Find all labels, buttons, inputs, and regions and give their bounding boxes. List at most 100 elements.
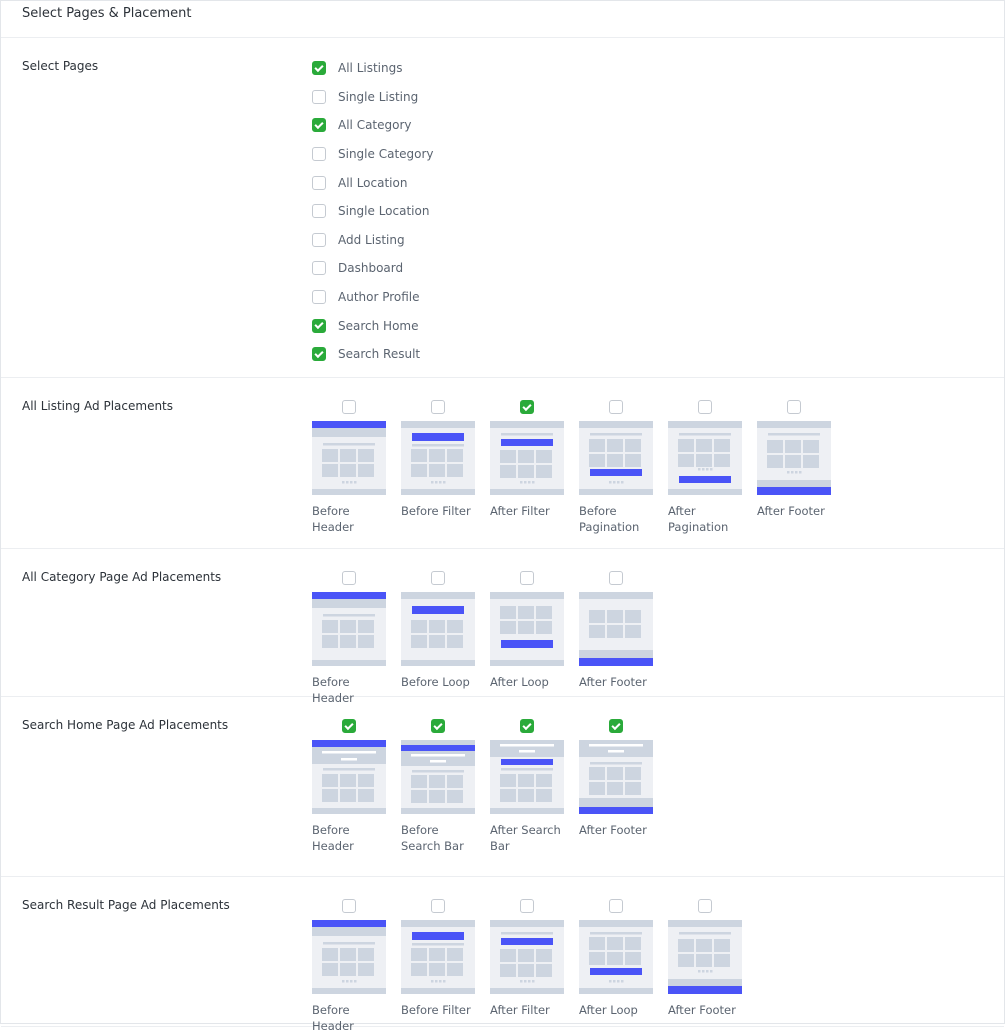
page-option[interactable]: All Category bbox=[312, 111, 1004, 140]
placement-preview-image[interactable] bbox=[312, 421, 386, 495]
page-option[interactable]: Single Location bbox=[312, 197, 1004, 226]
placement-option[interactable]: Before Filter bbox=[401, 899, 475, 1034]
checkbox[interactable] bbox=[431, 899, 445, 913]
placement-label: After Search Bar bbox=[490, 823, 561, 853]
page-option[interactable]: Dashboard bbox=[312, 254, 1004, 283]
placement-option[interactable]: After Pagination bbox=[668, 400, 742, 535]
checkbox[interactable] bbox=[698, 899, 712, 913]
page-option-label: Search Result bbox=[338, 347, 421, 362]
placement-preview-image[interactable] bbox=[490, 592, 564, 666]
placement-preview-image[interactable] bbox=[401, 592, 475, 666]
checkbox[interactable] bbox=[698, 400, 712, 414]
placement-preview-image[interactable] bbox=[490, 421, 564, 495]
checkbox[interactable] bbox=[609, 899, 623, 913]
placement-label: Before Header bbox=[312, 675, 354, 705]
checkbox[interactable] bbox=[312, 290, 326, 305]
page-option[interactable]: Author Profile bbox=[312, 283, 1004, 312]
checkbox[interactable] bbox=[431, 571, 445, 585]
placement-option[interactable]: After Footer bbox=[579, 571, 653, 706]
page-option[interactable]: Single Category bbox=[312, 140, 1004, 169]
placement-option[interactable]: After Footer bbox=[757, 400, 831, 535]
checkbox[interactable] bbox=[312, 175, 326, 190]
placement-preview-image[interactable] bbox=[757, 421, 831, 495]
section-label: All Category Page Ad Placements bbox=[22, 570, 222, 584]
placement-preview-image[interactable] bbox=[312, 592, 386, 666]
checkbox[interactable] bbox=[609, 400, 623, 414]
placement-label: Before Filter bbox=[401, 504, 471, 518]
placement-label: Before Filter bbox=[401, 1003, 471, 1017]
checkbox[interactable] bbox=[520, 899, 534, 913]
checkbox[interactable] bbox=[609, 719, 623, 733]
placement-label: Before Pagination bbox=[579, 504, 640, 534]
placement-option[interactable]: Before Header bbox=[312, 571, 386, 706]
checkbox[interactable] bbox=[431, 400, 445, 414]
placement-option[interactable]: Before Header bbox=[312, 719, 386, 854]
checkbox[interactable] bbox=[312, 118, 326, 133]
placement-preview-image[interactable] bbox=[668, 421, 742, 495]
page-option[interactable]: Single Listing bbox=[312, 83, 1004, 112]
checkbox[interactable] bbox=[312, 61, 326, 76]
checkbox[interactable] bbox=[520, 719, 534, 733]
placement-option[interactable]: After Filter bbox=[490, 899, 564, 1034]
checkbox[interactable] bbox=[312, 232, 326, 247]
panel-title: Select Pages & Placement bbox=[1, 1, 1004, 38]
placement-option[interactable]: Before Filter bbox=[401, 400, 475, 535]
placement-preview-image[interactable] bbox=[579, 421, 653, 495]
page-option-label: Add Listing bbox=[338, 232, 405, 247]
ad-placement-section: All Listing Ad Placements Before Header Be… bbox=[1, 378, 1004, 549]
ad-placement-section: All Category Page Ad Placements Before He… bbox=[1, 549, 1004, 705]
checkbox[interactable] bbox=[342, 571, 356, 585]
checkbox[interactable] bbox=[431, 719, 445, 733]
checkbox[interactable] bbox=[312, 347, 326, 362]
placement-option[interactable]: After Footer bbox=[579, 719, 653, 854]
placement-option[interactable]: After Loop bbox=[579, 899, 653, 1034]
ad-placement-section: Search Result Page Ad Placements Before H… bbox=[1, 877, 1004, 1033]
page-option-label: Dashboard bbox=[338, 261, 404, 276]
placement-option[interactable]: After Footer bbox=[668, 899, 742, 1034]
checkbox[interactable] bbox=[520, 571, 534, 585]
checkbox[interactable] bbox=[787, 400, 801, 414]
section-label: Search Result Page Ad Placements bbox=[22, 898, 230, 912]
placement-option[interactable]: After Filter bbox=[490, 400, 564, 535]
checkbox[interactable] bbox=[609, 571, 623, 585]
checkbox[interactable] bbox=[520, 400, 534, 414]
placement-label: Before Header bbox=[312, 504, 354, 534]
page-option[interactable]: Search Home bbox=[312, 311, 1004, 340]
placement-preview-image[interactable] bbox=[668, 920, 742, 994]
placement-preview-image[interactable] bbox=[579, 592, 653, 666]
placement-preview-image[interactable] bbox=[312, 920, 386, 994]
page-option-label: Single Location bbox=[338, 204, 430, 219]
placement-preview-image[interactable] bbox=[401, 920, 475, 994]
placement-preview-image[interactable] bbox=[490, 920, 564, 994]
checkbox[interactable] bbox=[342, 400, 356, 414]
placement-option[interactable]: Before Pagination bbox=[579, 400, 653, 535]
checkbox[interactable] bbox=[342, 719, 356, 733]
checkbox[interactable] bbox=[312, 204, 326, 219]
page-option[interactable]: Add Listing bbox=[312, 226, 1004, 255]
page-option-label: Author Profile bbox=[338, 290, 420, 305]
placement-option[interactable]: After Loop bbox=[490, 571, 564, 706]
placement-preview-image[interactable] bbox=[579, 920, 653, 994]
page-option-label: Single Listing bbox=[338, 89, 419, 104]
page-option[interactable]: Search Result bbox=[312, 340, 1004, 369]
placement-option[interactable]: Before Header bbox=[312, 400, 386, 535]
placement-option[interactable]: Before Header bbox=[312, 899, 386, 1034]
placement-preview-image[interactable] bbox=[312, 740, 386, 814]
placement-option[interactable]: Before Loop bbox=[401, 571, 475, 706]
checkbox[interactable] bbox=[312, 261, 326, 276]
checkbox[interactable] bbox=[312, 318, 326, 333]
placement-label: Before Search Bar bbox=[401, 823, 464, 853]
placement-preview-image[interactable] bbox=[490, 740, 564, 814]
checkbox[interactable] bbox=[312, 147, 326, 162]
placement-preview-image[interactable] bbox=[579, 740, 653, 814]
placement-option[interactable]: After Search Bar bbox=[490, 719, 564, 854]
page-option[interactable]: All Location bbox=[312, 168, 1004, 197]
checkbox[interactable] bbox=[312, 89, 326, 104]
checkbox[interactable] bbox=[342, 899, 356, 913]
placement-option[interactable]: Before Search Bar bbox=[401, 719, 475, 854]
page-option[interactable]: All Listings bbox=[312, 54, 1004, 83]
section-label: Search Home Page Ad Placements bbox=[22, 718, 229, 732]
placement-label: After Footer bbox=[668, 1003, 736, 1017]
placement-preview-image[interactable] bbox=[401, 421, 475, 495]
placement-preview-image[interactable] bbox=[401, 740, 475, 814]
